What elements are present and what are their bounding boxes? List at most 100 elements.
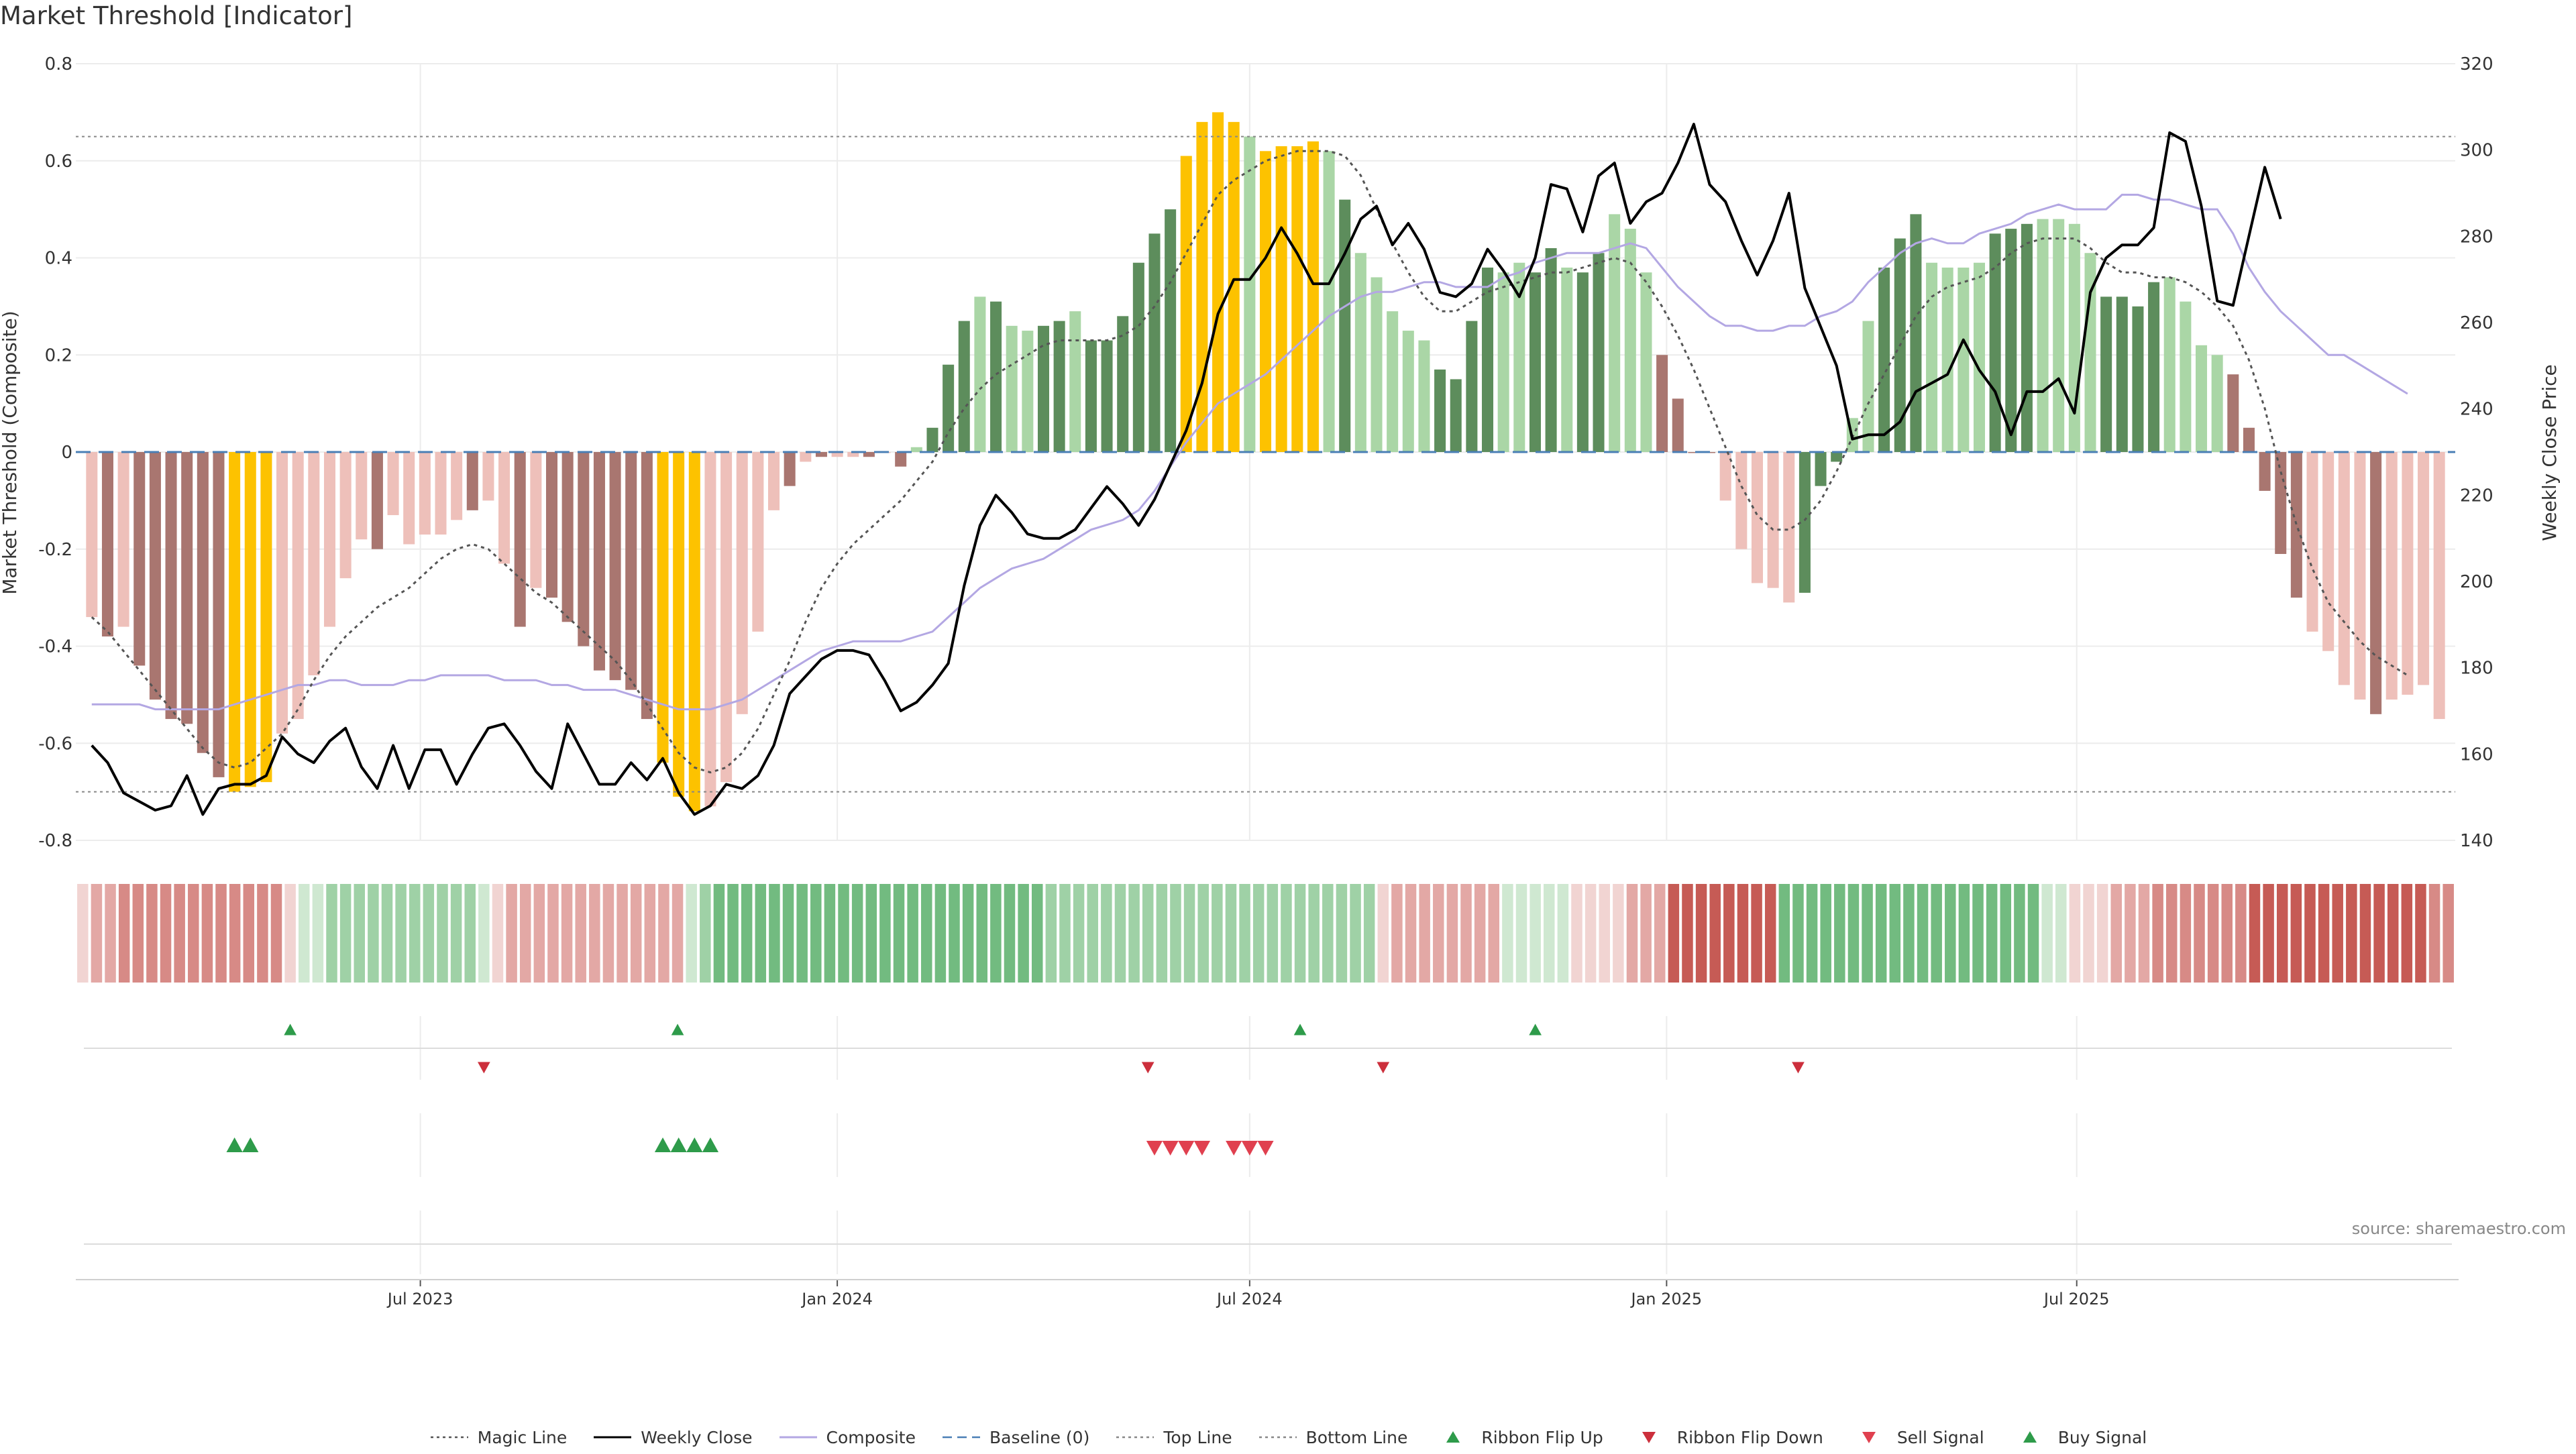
composite-bar xyxy=(958,321,970,452)
composite-bar xyxy=(2259,452,2271,491)
composite-bar xyxy=(498,452,511,564)
y-left-axis-title: Market Threshold (Composite) xyxy=(0,311,21,594)
legend-item-buy: Buy Signal xyxy=(2010,1428,2147,1447)
ribbon-cell xyxy=(2304,884,2316,983)
composite-bar xyxy=(435,452,447,535)
composite-bar xyxy=(1371,277,1383,452)
composite-bar xyxy=(1354,253,1366,452)
chart-legend: Magic Line Weekly Close Composite Baseline … xyxy=(0,1420,2576,1454)
composite-bar xyxy=(545,452,558,598)
y-left-tick-label: 0 xyxy=(61,443,72,463)
composite-bar xyxy=(2354,452,2366,700)
composite-bar xyxy=(2370,452,2382,714)
composite-bar xyxy=(2211,355,2223,452)
legend-label: Ribbon Flip Down xyxy=(1676,1427,1823,1447)
composite-bar xyxy=(2418,452,2430,685)
composite-bar xyxy=(1165,209,1177,452)
composite-bar xyxy=(213,452,225,777)
composite-bar xyxy=(1513,262,1525,452)
ribbon-cell xyxy=(118,884,130,983)
ribbon-cell xyxy=(1377,884,1389,983)
composite-bar xyxy=(2021,223,2033,452)
ribbon-cell xyxy=(630,884,642,983)
ribbon-cell xyxy=(921,884,932,983)
composite-bar xyxy=(1878,267,1890,452)
composite-bar xyxy=(1783,452,1795,603)
ribbon-cell xyxy=(1405,884,1417,983)
composite-bar xyxy=(926,427,938,452)
ribbon-cell xyxy=(2152,884,2163,983)
ribbon-cell xyxy=(1197,884,1209,983)
composite-bar xyxy=(482,452,494,501)
ribbon-cell xyxy=(879,884,891,983)
composite-bar xyxy=(609,452,621,681)
composite-bar xyxy=(1640,272,1652,452)
composite-bar xyxy=(752,452,764,632)
ribbon-cell xyxy=(257,884,268,983)
legend-label: Top Line xyxy=(1163,1427,1232,1447)
ribbon-cell xyxy=(1004,884,1016,983)
ribbon-cell xyxy=(1419,884,1430,983)
legend-label: Baseline (0) xyxy=(989,1427,1090,1447)
ribbon-cell xyxy=(1336,884,1348,983)
ribbon-cell xyxy=(2221,884,2233,983)
ribbon-cell xyxy=(2359,884,2371,983)
composite-bar xyxy=(863,452,875,457)
ribbon-cell xyxy=(450,884,462,983)
ribbon-cell xyxy=(1391,884,1403,983)
ribbon-cell xyxy=(561,884,573,983)
composite-bar xyxy=(244,452,256,787)
composite-bar xyxy=(419,452,431,535)
composite-bar xyxy=(2163,277,2176,452)
composite-bar xyxy=(1053,321,1065,452)
ribbon-cell xyxy=(2125,884,2136,983)
ribbon-cell xyxy=(782,884,794,983)
ribbon-cell xyxy=(2180,884,2192,983)
composite-bar xyxy=(149,452,161,700)
ribbon-cell xyxy=(478,884,490,983)
composite-bar xyxy=(1545,248,1557,452)
ribbon-cell xyxy=(188,884,199,983)
ribbon-cell xyxy=(354,884,366,983)
ribbon-cell xyxy=(284,884,296,983)
y-left-tick-label: -0.6 xyxy=(38,734,72,754)
ribbon-cell xyxy=(1183,884,1195,983)
composite-bar xyxy=(1022,331,1034,452)
y-left-tick-label: 0.6 xyxy=(45,152,72,172)
ribbon-cell xyxy=(1128,884,1140,983)
composite-bar xyxy=(1497,272,1509,452)
composite-bar xyxy=(1006,325,1018,452)
ribbon-cell xyxy=(1170,884,1181,983)
composite-bar xyxy=(800,452,812,462)
composite-bar xyxy=(704,452,716,807)
ribbon-cell xyxy=(2332,884,2343,983)
ribbon-cell xyxy=(1101,884,1112,983)
composite-bar xyxy=(276,452,288,734)
buy-signal-marker xyxy=(670,1137,687,1152)
composite-bar xyxy=(1402,331,1414,452)
ribbon-cell xyxy=(1847,884,1860,983)
legend-label: Ribbon Flip Up xyxy=(1481,1427,1603,1447)
ribbon-cell xyxy=(395,884,407,983)
ribbon-cell xyxy=(1640,884,1652,983)
ribbon-cell xyxy=(1972,884,1984,983)
y-right-tick-label: 280 xyxy=(2460,227,2493,247)
legend-item-top: Top Line xyxy=(1115,1428,1232,1447)
weekly-close-line xyxy=(91,123,2282,816)
x-tick-label: Jan 2024 xyxy=(800,1290,873,1308)
legend-item-flip_up: Ribbon Flip Up xyxy=(1433,1428,1603,1447)
composite-bar xyxy=(1434,369,1446,452)
legend-item-bottom: Bottom Line xyxy=(1258,1428,1407,1447)
ribbon-cell xyxy=(506,884,517,983)
source-label: source: sharemaestro.com xyxy=(2351,1219,2566,1238)
composite-bar xyxy=(308,452,320,675)
ribbon-cell xyxy=(796,884,808,983)
y-right-tick-label: 220 xyxy=(2460,486,2493,506)
composite-bar xyxy=(1656,355,1668,452)
ribbon-cell xyxy=(1668,884,1680,983)
legend-item-flip_down: Ribbon Flip Down xyxy=(1629,1428,1823,1447)
ribbon-cell xyxy=(215,884,227,983)
composite-bar xyxy=(466,452,478,510)
ribbon-cell xyxy=(602,884,614,983)
composite-bar xyxy=(1180,156,1192,452)
